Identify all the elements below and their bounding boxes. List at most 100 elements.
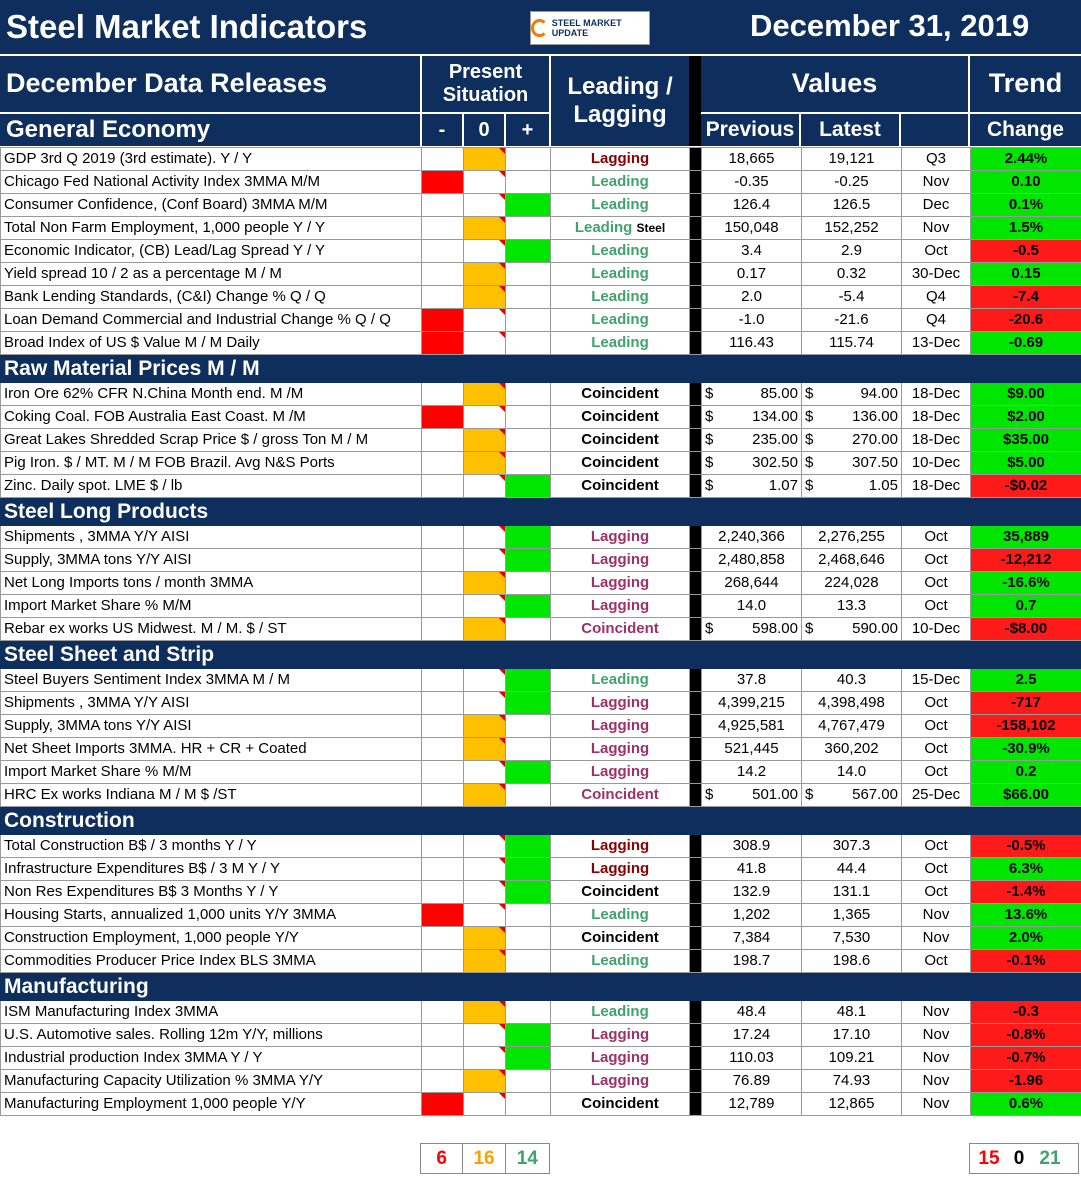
latest-value: 13.3 — [801, 594, 902, 618]
latest-value: -5.4 — [801, 285, 902, 309]
value-text: 2.9 — [841, 242, 862, 259]
period-cell: 10-Dec — [901, 617, 971, 641]
indicator-row: Supply, 3MMA tons Y/Y AISI Lagging 4,925,5… — [0, 714, 1081, 738]
trend-change-cell: 0.10 — [970, 170, 1081, 194]
logo-ring-icon — [531, 19, 548, 37]
situation-positive-cell — [505, 949, 551, 973]
situation-negative-cell — [421, 880, 464, 904]
section-header: Manufacturing — [0, 972, 1081, 1001]
lead-lag-cell: Coincident — [550, 451, 690, 475]
previous-value: 521,445 — [701, 737, 802, 761]
situation-neutral-cell — [463, 571, 506, 595]
situation-negative-cell — [421, 1092, 464, 1116]
latest-value: -0.25 — [801, 170, 902, 194]
situation-positive-cell — [505, 926, 551, 950]
values-heading: Values — [701, 56, 968, 112]
trend-change-cell: -12,212 — [970, 548, 1081, 572]
situation-positive-cell — [505, 1069, 551, 1093]
lead-lag-cell: Leading — [550, 331, 690, 355]
latest-value: 44.4 — [801, 857, 902, 881]
lead-lag-cell: Leading — [550, 668, 690, 692]
lead-lag-cell: Lagging — [550, 714, 690, 738]
previous-value: 12,789 — [701, 1092, 802, 1116]
lead-lag-cell: Coincident — [550, 926, 690, 950]
lead-lag-label: Coincident — [581, 431, 659, 448]
indicator-name: Import Market Share % M/M — [0, 760, 422, 784]
value-text: 76.89 — [732, 1072, 771, 1089]
situation-negative-cell — [421, 382, 464, 406]
indicator-row: Supply, 3MMA tons Y/Y AISI Lagging 2,480,8… — [0, 548, 1081, 572]
value-text: 14.2 — [736, 763, 767, 780]
period-cell: Q3 — [901, 147, 971, 171]
value-text: 7,530 — [832, 929, 871, 946]
dollar-sign: $ — [805, 431, 814, 448]
lead-lag-cell: Leading — [550, 285, 690, 309]
previous-value: $1.07 — [701, 474, 802, 498]
lead-lag-label: Lagging — [590, 1072, 650, 1089]
lead-lag-cell: Lagging — [550, 760, 690, 784]
situation-neutral-cell — [463, 1069, 506, 1093]
indicator-row: Import Market Share % M/M Lagging 14.2 14.0… — [0, 760, 1081, 784]
period-cell: Oct — [901, 857, 971, 881]
trend-total-flat: 0 — [1013, 1147, 1025, 1169]
situation-neutral-cell — [463, 857, 506, 881]
trend-change-cell: $2.00 — [970, 405, 1081, 429]
indicator-row: Housing Starts, annualized 1,000 units Y… — [0, 903, 1081, 927]
situation-neutral-cell — [463, 525, 506, 549]
previous-value: 37.8 — [701, 668, 802, 692]
value-text: 17.24 — [732, 1026, 771, 1043]
divider-cell — [689, 285, 702, 309]
situation-negative-cell — [421, 714, 464, 738]
situation-negative-cell — [421, 783, 464, 807]
period-cell: Oct — [901, 834, 971, 858]
lead-lag-cell: Coincident — [550, 617, 690, 641]
latest-value: 19,121 — [801, 147, 902, 171]
situation-negative-cell — [421, 949, 464, 973]
previous-value: $85.00 — [701, 382, 802, 406]
lead-lag-cell: Lagging — [550, 1069, 690, 1093]
situation-positive-cell — [505, 594, 551, 618]
section-header: Construction — [0, 806, 1081, 835]
period-cell: 18-Dec — [901, 382, 971, 406]
previous-value: 308.9 — [701, 834, 802, 858]
lead-lag-label: Coincident — [581, 786, 659, 803]
divider-cell — [689, 216, 702, 240]
value-text: 134.00 — [752, 408, 798, 425]
latest-value: 131.1 — [801, 880, 902, 904]
previous-value: 2.0 — [701, 285, 802, 309]
situation-neutral-cell — [463, 382, 506, 406]
indicator-name: Non Res Expenditures B$ 3 Months Y / Y — [0, 880, 422, 904]
situation-neutral-cell — [463, 548, 506, 572]
latest-value: 126.5 — [801, 193, 902, 217]
previous-value: 17.24 — [701, 1023, 802, 1047]
indicator-row: Infrastructure Expenditures B$ / 3 M Y /… — [0, 857, 1081, 881]
situation-neutral-cell — [463, 617, 506, 641]
previous-value: 0.17 — [701, 262, 802, 286]
lead-lag-cell: Leading — [550, 262, 690, 286]
lead-lag-cell: Leading — [550, 308, 690, 332]
situation-positive-cell — [505, 714, 551, 738]
lead-lag-cell: Leading — [550, 239, 690, 263]
latest-value: 17.10 — [801, 1023, 902, 1047]
section-header: Steel Long Products — [0, 497, 1081, 526]
indicator-name: Supply, 3MMA tons Y/Y AISI — [0, 714, 422, 738]
situation-neutral-cell — [463, 474, 506, 498]
situation-negative-cell — [421, 668, 464, 692]
lead-lag-cell: Lagging — [550, 525, 690, 549]
situation-negative-cell — [421, 308, 464, 332]
dollar-sign: $ — [705, 385, 714, 402]
value-text: 110.03 — [729, 1049, 774, 1066]
period-cell: Nov — [901, 170, 971, 194]
divider-cell — [689, 1092, 702, 1116]
situation-negative-cell — [421, 405, 464, 429]
lead-lag-label: Leading — [591, 952, 649, 969]
indicator-row: Steel Buyers Sentiment Index 3MMA M / M L… — [0, 668, 1081, 692]
divider-cell — [689, 783, 702, 807]
situation-negative-cell — [421, 262, 464, 286]
indicator-name: HRC Ex works Indiana M / M $ /ST — [0, 783, 422, 807]
latest-value: 109.21 — [801, 1046, 902, 1070]
situation-positive-cell — [505, 571, 551, 595]
lead-lag-cell: Leading Steel — [550, 216, 690, 240]
dollar-sign: $ — [705, 408, 714, 425]
